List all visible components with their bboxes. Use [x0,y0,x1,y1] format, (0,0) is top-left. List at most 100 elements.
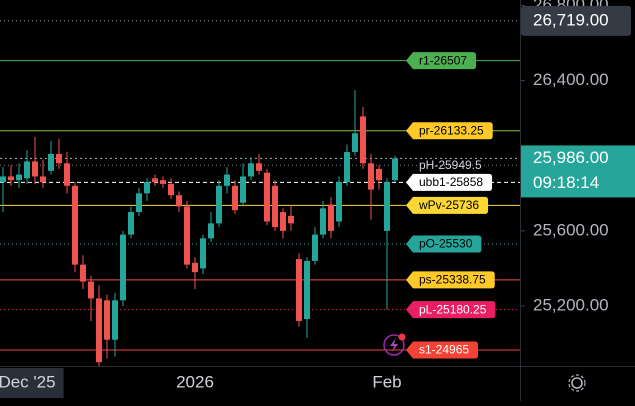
level-tag-bg [406,341,479,359]
candle-body [272,185,278,228]
candle-body [376,168,382,181]
level-tag: pL-25180.25 [406,301,496,319]
crosshair-box [521,5,631,36]
candle-body [344,152,350,183]
candle-body [360,116,366,164]
level-tag: ubb1-25858 [406,173,493,191]
last-price-box [521,145,635,198]
candle-body [216,185,222,224]
candle-body [392,158,398,181]
level-tag: ps-25338.75 [406,271,495,289]
level-label: pO-25530 [419,237,473,251]
candle-body [0,176,6,183]
candle-body [64,163,70,186]
x-tick-label: Dec '25 [0,372,56,391]
level-label: s1-24965 [419,343,469,357]
candle-body [152,178,158,183]
x-tick: Dec '25 [0,368,64,398]
level-tag: pH-25949.5 [419,158,482,172]
candle-body [120,234,126,301]
candle-body [24,161,30,179]
level-tag-bg [406,52,477,70]
candle-body [304,260,310,320]
candle-body [320,208,326,235]
x-tick: Feb [372,372,401,391]
level-tag-bg [406,196,489,214]
level-tag-bg [406,173,493,191]
level-tag-bg [406,271,495,289]
candle-body [384,182,390,231]
alert-circle [383,334,405,356]
x-tick-label: Feb [372,372,401,391]
candles-layer [0,90,398,366]
candle-body [200,238,206,269]
level-label: pL-25180.25 [419,302,487,316]
candle-body [72,185,78,265]
candle-body [192,262,198,273]
x-tick: 2026 [176,372,214,391]
level-label: r1-26507 [419,53,467,67]
candle-body [136,193,142,213]
countdown-label: 09:18:14 [533,173,599,192]
level-tag: wPv-25736 [406,196,489,214]
candle-body [264,172,270,222]
x-label-bg [0,368,64,398]
candle-body [112,300,118,340]
candle-body [280,212,286,231]
level-label: ubb1-25858 [419,175,483,189]
candle-body [88,281,94,299]
alert-dot [398,333,406,341]
candle-body [248,163,254,177]
candle-body [48,153,54,171]
candle-body [96,298,102,363]
candle-body [8,176,14,181]
level-tag: pr-26133.25 [406,122,493,140]
level-label: pr-26133.25 [419,123,484,137]
alert-icon[interactable] [383,333,406,356]
candle-body [104,300,110,340]
level-label: ps-25338.75 [419,273,486,287]
candle-body [168,183,174,196]
candle-body [288,215,294,224]
candle-body [352,133,358,153]
gear-teeth [568,374,586,392]
level-tag: r1-26507 [406,52,477,70]
y-tick-label: 25,600.00 [533,220,609,239]
candle-body [256,163,262,171]
candle-body [312,234,318,261]
candle-body [32,161,38,177]
candle-body [208,223,214,239]
level-label: wPv-25736 [418,198,479,212]
candle-body [232,185,238,211]
candle-body [336,182,342,222]
alert-bolt [390,338,398,352]
level-tag: s1-24965 [406,341,479,359]
candle-body [56,153,62,164]
level-label: pH-25949.5 [419,158,482,172]
tags-layer: r1-26507 pr-26133.25 pH-25949.5 ubb1-25858 w… [406,52,496,359]
settings-icon[interactable] [568,374,586,392]
level-tag-bg [406,301,496,319]
candle-body [296,259,302,321]
candle-body [328,204,334,231]
x-tick-label: 2026 [176,372,214,391]
candle-body [40,176,46,183]
y-tick-label: 25,200.00 [533,295,609,314]
candle-body [224,174,230,186]
level-tag-bg [406,122,493,140]
candle-body [16,174,22,181]
candle-body [144,182,150,194]
candle-body [184,206,190,265]
candle-body [240,176,246,203]
gear-ring [571,377,583,389]
level-tag: pO-25530 [406,235,482,253]
last-price-label: 25,986.00 [533,148,609,167]
candle-body [176,195,182,207]
candle-body [128,212,134,235]
candle-body [368,163,374,190]
candle-body [160,180,166,184]
crosshair-label: 26,719.00 [533,10,609,29]
